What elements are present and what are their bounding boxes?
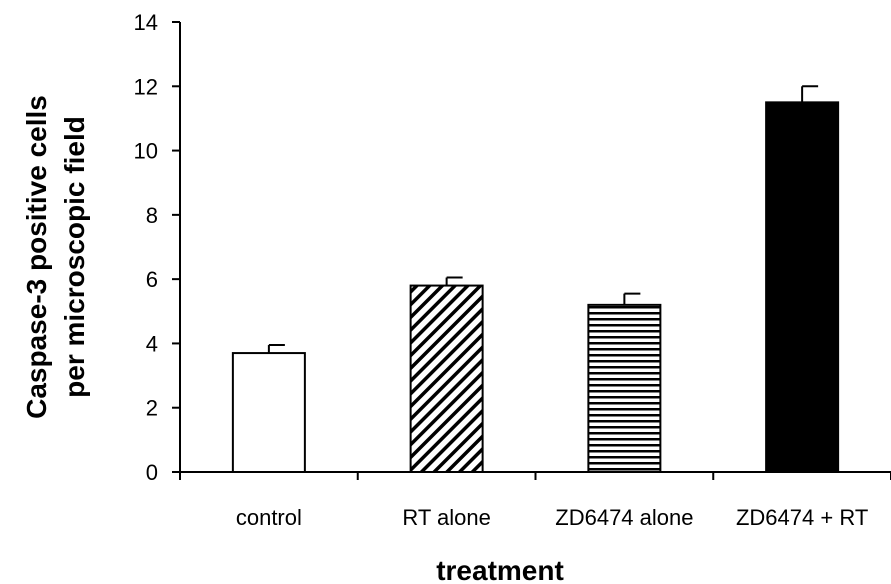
bar-zd6474-rt <box>765 101 840 473</box>
x-category-label: RT alone <box>402 505 490 530</box>
y-tick-label: 8 <box>146 203 158 228</box>
y-tick-label: 12 <box>134 74 158 99</box>
bar-control <box>231 352 306 474</box>
y-tick-label: 6 <box>146 267 158 292</box>
plot-area: 0 2 4 6 8 10 12 14 control RT alone ZD6474 alone ZD… <box>134 10 891 530</box>
y-tick-label: 14 <box>134 10 158 35</box>
y-tick-label: 10 <box>134 139 158 164</box>
y-axis-title-line-1: Caspase-3 positive cells <box>21 95 52 419</box>
x-category-label: control <box>236 505 302 530</box>
y-tick-label: 2 <box>146 396 158 421</box>
y-tick-label: 0 <box>146 460 158 485</box>
bar-zd6474-alone <box>587 303 662 473</box>
y-axis-title-line-2: per microscopic field <box>59 116 90 398</box>
x-category-label: ZD6474 alone <box>555 505 693 530</box>
y-tick-label: 4 <box>146 331 158 356</box>
axis-labels: treatment Caspase-3 positive cells per m… <box>21 95 564 584</box>
bar-rt-alone <box>409 284 484 474</box>
x-axis-title: treatment <box>436 555 564 584</box>
x-category-label: ZD6474 + RT <box>736 505 868 530</box>
